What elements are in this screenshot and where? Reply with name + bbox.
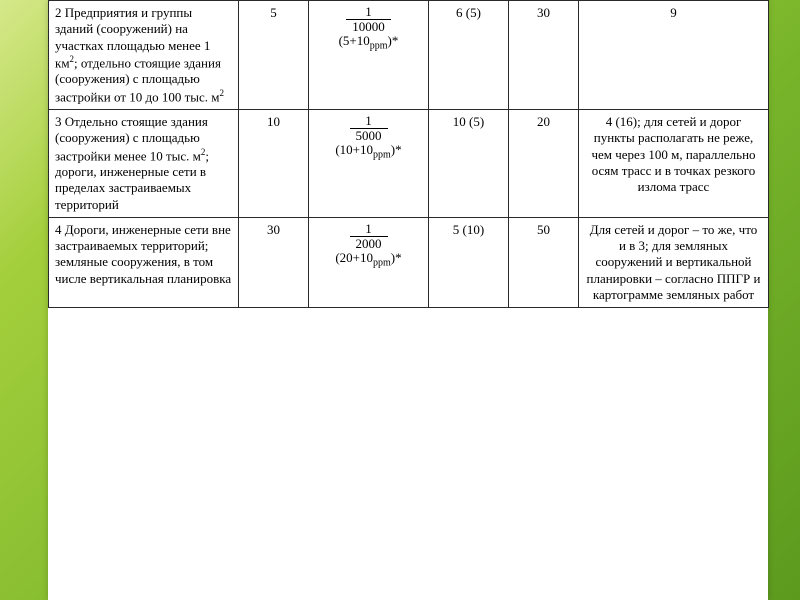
fraction-note: (5+10ppm)* (339, 33, 399, 48)
table-row: 4 Дороги, инженерные сети вне застраивае… (49, 217, 769, 307)
desc-text: ; отдельно стоящие здания (сооружения) с… (55, 55, 221, 104)
cell-description: 4 Дороги, инженерные сети вне застраивае… (49, 217, 239, 307)
cell-value: 6 (5) (429, 1, 509, 110)
cell-value: 20 (509, 110, 579, 218)
cell-description: 3 Отдельно стоящие здания (сооружения) с… (49, 110, 239, 218)
standards-table: 2 Предприятия и группы зданий (сооружени… (48, 0, 769, 308)
cell-fraction: 1 10000 (5+10ppm)* (309, 1, 429, 110)
fraction-denominator: 10000 (346, 20, 391, 34)
cell-value: 50 (509, 217, 579, 307)
fraction-note: (20+10ppm)* (335, 250, 401, 265)
cell-fraction: 1 2000 (20+10ppm)* (309, 217, 429, 307)
table-row: 3 Отдельно стоящие здания (сооружения) с… (49, 110, 769, 218)
ppm-subscript: ppm (373, 150, 391, 161)
cell-value: 5 (239, 1, 309, 110)
fraction-numerator: 1 (350, 114, 388, 129)
cell-fraction: 1 5000 (10+10ppm)* (309, 110, 429, 218)
superscript: 2 (220, 88, 225, 98)
fraction-numerator: 1 (350, 222, 388, 237)
cell-value: Для сетей и дорог – то же, что и в 3; дл… (579, 217, 769, 307)
document-page: 2 Предприятия и группы зданий (сооружени… (48, 0, 768, 600)
fraction: 1 5000 (350, 114, 388, 142)
cell-value: 9 (579, 1, 769, 110)
cell-value: 30 (509, 1, 579, 110)
cell-description: 2 Предприятия и группы зданий (сооружени… (49, 1, 239, 110)
fraction-numerator: 1 (346, 5, 391, 20)
ppm-subscript: ppm (370, 41, 388, 52)
cell-value: 30 (239, 217, 309, 307)
cell-value: 5 (10) (429, 217, 509, 307)
fraction-denominator: 2000 (350, 237, 388, 251)
fraction-denominator: 5000 (350, 129, 388, 143)
desc-text: 3 Отдельно стоящие здания (сооружения) с… (55, 114, 208, 163)
table-row: 2 Предприятия и группы зданий (сооружени… (49, 1, 769, 110)
cell-value: 4 (16); для сетей и дорог пункты распола… (579, 110, 769, 218)
ppm-subscript: ppm (373, 258, 391, 269)
desc-text: 4 Дороги, инженерные сети вне застраивае… (55, 222, 231, 286)
fraction: 1 10000 (346, 5, 391, 33)
fraction: 1 2000 (350, 222, 388, 250)
fraction-note: (10+10ppm)* (335, 142, 401, 157)
cell-value: 10 (5) (429, 110, 509, 218)
cell-value: 10 (239, 110, 309, 218)
